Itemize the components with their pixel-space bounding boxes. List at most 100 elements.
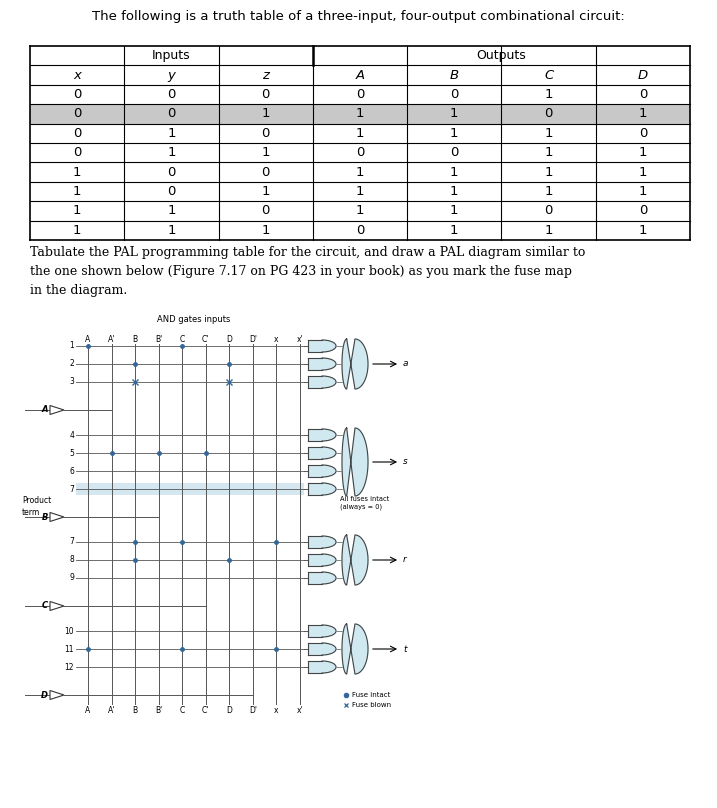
Text: Fuse intact: Fuse intact	[352, 692, 390, 698]
Text: 0: 0	[262, 166, 270, 179]
Bar	[308, 483, 322, 495]
Text: 0: 0	[544, 204, 553, 217]
Polygon shape	[50, 406, 64, 415]
Text: 1: 1	[262, 224, 270, 237]
Polygon shape	[342, 339, 368, 389]
Text: 7: 7	[69, 485, 74, 494]
Text: 0: 0	[167, 107, 176, 120]
Text: A: A	[85, 706, 90, 715]
Text: 12: 12	[65, 663, 74, 671]
Text: Inputs: Inputs	[152, 49, 191, 62]
Text: D: D	[637, 69, 648, 82]
Text: 1: 1	[73, 166, 82, 179]
Text: C: C	[42, 601, 48, 611]
Text: 0: 0	[450, 88, 458, 101]
Text: 8: 8	[70, 556, 74, 565]
Bar	[308, 661, 322, 673]
Text: 9: 9	[69, 574, 74, 583]
Text: 0: 0	[167, 88, 176, 101]
Bar	[308, 340, 322, 352]
Text: 6: 6	[69, 466, 74, 475]
Text: 1: 1	[70, 342, 74, 351]
Text: B': B'	[155, 706, 162, 715]
Text: 0: 0	[167, 166, 176, 179]
Polygon shape	[50, 512, 64, 521]
Text: 1: 1	[450, 224, 459, 237]
Text: 1: 1	[356, 127, 364, 140]
Text: 7: 7	[69, 537, 74, 546]
Text: 0: 0	[356, 88, 364, 101]
Text: The following is a truth table of a three-input, four-output combinational circu: The following is a truth table of a thre…	[92, 10, 625, 23]
Polygon shape	[322, 661, 336, 673]
Text: 5: 5	[69, 448, 74, 457]
Text: A': A'	[108, 706, 115, 715]
Text: 0: 0	[167, 185, 176, 198]
Polygon shape	[322, 376, 336, 388]
Text: 1: 1	[262, 146, 270, 159]
Text: 1: 1	[639, 107, 647, 120]
Text: 1: 1	[450, 166, 459, 179]
Text: x: x	[274, 706, 279, 715]
Text: Outputs: Outputs	[477, 49, 526, 62]
Text: 1: 1	[262, 107, 270, 120]
Polygon shape	[50, 601, 64, 611]
Text: 1: 1	[73, 204, 82, 217]
Text: 1: 1	[450, 107, 459, 120]
Bar	[308, 625, 322, 637]
Bar	[30, 104, 690, 124]
Text: 1: 1	[356, 107, 364, 120]
Text: t: t	[403, 645, 407, 654]
Text: 4: 4	[69, 431, 74, 440]
Text: 1: 1	[450, 185, 459, 198]
Text: 0: 0	[544, 107, 553, 120]
Text: 0: 0	[262, 88, 270, 101]
Text: x': x'	[297, 335, 303, 344]
Text: 0: 0	[639, 127, 647, 140]
Polygon shape	[322, 483, 336, 495]
Bar	[308, 643, 322, 655]
Text: 11: 11	[65, 645, 74, 654]
Text: D: D	[227, 706, 232, 715]
Text: 1: 1	[544, 185, 553, 198]
Text: Product
term: Product term	[22, 496, 51, 516]
Text: s: s	[403, 457, 408, 466]
Text: 0: 0	[73, 127, 81, 140]
Polygon shape	[342, 624, 368, 674]
Text: r: r	[403, 556, 407, 565]
Text: AND gates inputs: AND gates inputs	[157, 315, 231, 324]
Text: 1: 1	[544, 224, 553, 237]
Text: 1: 1	[262, 185, 270, 198]
Text: 1: 1	[544, 127, 553, 140]
Text: C': C'	[202, 335, 209, 344]
Bar	[308, 536, 322, 548]
Text: D': D'	[249, 335, 257, 344]
Text: 1: 1	[639, 185, 647, 198]
Text: A: A	[42, 406, 48, 415]
Text: 1: 1	[544, 166, 553, 179]
Text: 1: 1	[356, 166, 364, 179]
Text: B: B	[133, 335, 138, 344]
Bar	[308, 465, 322, 477]
Text: A: A	[85, 335, 90, 344]
Text: 1: 1	[639, 146, 647, 159]
Text: 0: 0	[73, 107, 81, 120]
Text: D: D	[41, 691, 48, 700]
Text: z: z	[262, 69, 269, 82]
Polygon shape	[322, 625, 336, 637]
Bar	[308, 572, 322, 584]
Text: 1: 1	[544, 146, 553, 159]
Text: 0: 0	[262, 127, 270, 140]
Text: 1: 1	[544, 88, 553, 101]
Text: Tabulate the PAL programming table for the circuit, and draw a PAL diagram simil: Tabulate the PAL programming table for t…	[30, 246, 585, 297]
Text: 0: 0	[73, 146, 81, 159]
Text: 1: 1	[639, 224, 647, 237]
Text: B: B	[42, 512, 48, 521]
Polygon shape	[322, 643, 336, 655]
Text: 0: 0	[356, 224, 364, 237]
Text: B: B	[133, 706, 138, 715]
Text: 0: 0	[450, 146, 458, 159]
Polygon shape	[322, 554, 336, 566]
Text: x: x	[274, 335, 279, 344]
Text: 0: 0	[262, 204, 270, 217]
Bar	[308, 358, 322, 370]
